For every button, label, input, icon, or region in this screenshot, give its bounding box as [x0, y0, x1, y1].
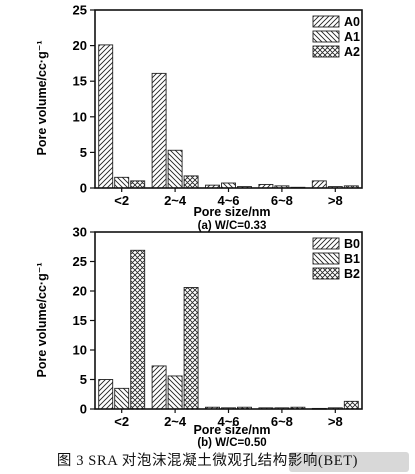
legend-swatch [312, 237, 340, 250]
x-tick-label: >8 [328, 193, 343, 208]
legend-swatch [312, 45, 340, 58]
bar-b1 [167, 375, 183, 410]
bar-a0 [311, 180, 327, 189]
legend-swatch [312, 252, 340, 265]
y-axis-label: Pore volume/cc·g⁻¹ [35, 263, 49, 378]
bar-b0 [151, 365, 167, 410]
legend-label: A0 [344, 15, 360, 29]
chart-b: Pore volume/cc·g⁻¹ Pore size/nm (b) W/C=… [35, 225, 363, 449]
legend-label: A2 [344, 45, 360, 59]
legend-label: B0 [344, 237, 360, 251]
legend-swatch [312, 30, 340, 43]
x-axis-label: Pore size/nm [193, 423, 270, 437]
legend-swatch [312, 15, 340, 28]
y-tick-label: 5 [80, 372, 87, 387]
y-tick-label: 5 [80, 145, 87, 160]
bar-a2 [183, 175, 199, 189]
y-axis-label: Pore volume/cc·g⁻¹ [35, 41, 49, 156]
x-tick-label: 4~6 [217, 193, 239, 208]
watermark-logo [289, 452, 409, 472]
x-tick-label: <2 [114, 414, 129, 429]
y-tick-label: 15 [73, 74, 87, 89]
y-tick-label: 20 [73, 284, 87, 299]
y-tick-label: 25 [73, 254, 87, 269]
x-tick-label: 6~8 [271, 414, 293, 429]
chart-subtitle: (b) W/C=0.50 [197, 437, 266, 449]
y-tick-label: 0 [80, 181, 87, 196]
x-axis-label: Pore size/nm [193, 205, 270, 219]
bar-a2 [130, 180, 146, 189]
y-tick-label: 30 [73, 225, 87, 240]
y-tick-label: 20 [73, 38, 87, 53]
chart-subtitle: (a) W/C=0.33 [198, 220, 267, 232]
y-tick-label: 25 [73, 3, 87, 18]
y-tick-label: 15 [73, 313, 87, 328]
y-tick-label: 10 [73, 343, 87, 358]
bar-b0 [98, 379, 114, 410]
legend-label: A1 [344, 30, 360, 44]
plot-frame [94, 9, 363, 189]
y-tick-label: 0 [80, 402, 87, 417]
legend-swatch [312, 267, 340, 280]
x-tick-label: <2 [114, 193, 129, 208]
bar-a1 [167, 149, 183, 189]
y-tick-label: 10 [73, 109, 87, 124]
bar-a1 [114, 176, 130, 189]
x-tick-label: 6~8 [271, 193, 293, 208]
plot-frame [94, 231, 363, 410]
figure-caption: 图 3 SRA 对泡沫混凝土微观孔结构影响(BET) [56, 453, 359, 469]
bar-b1 [114, 387, 130, 410]
legend-label: B1 [344, 252, 360, 266]
x-tick-label: >8 [328, 414, 343, 429]
legend-label: B2 [344, 267, 360, 281]
bar-b2 [343, 400, 359, 410]
x-tick-label: 2~4 [164, 193, 187, 208]
bar-b2 [183, 287, 199, 410]
bar-a0 [151, 72, 167, 189]
bar-b2 [130, 249, 146, 410]
chart-a: Pore volume/cc·g⁻¹ Pore size/nm (a) W/C=… [35, 3, 363, 232]
x-tick-label: 4~6 [217, 414, 239, 429]
bar-a0 [98, 44, 114, 189]
x-tick-label: 2~4 [164, 414, 187, 429]
